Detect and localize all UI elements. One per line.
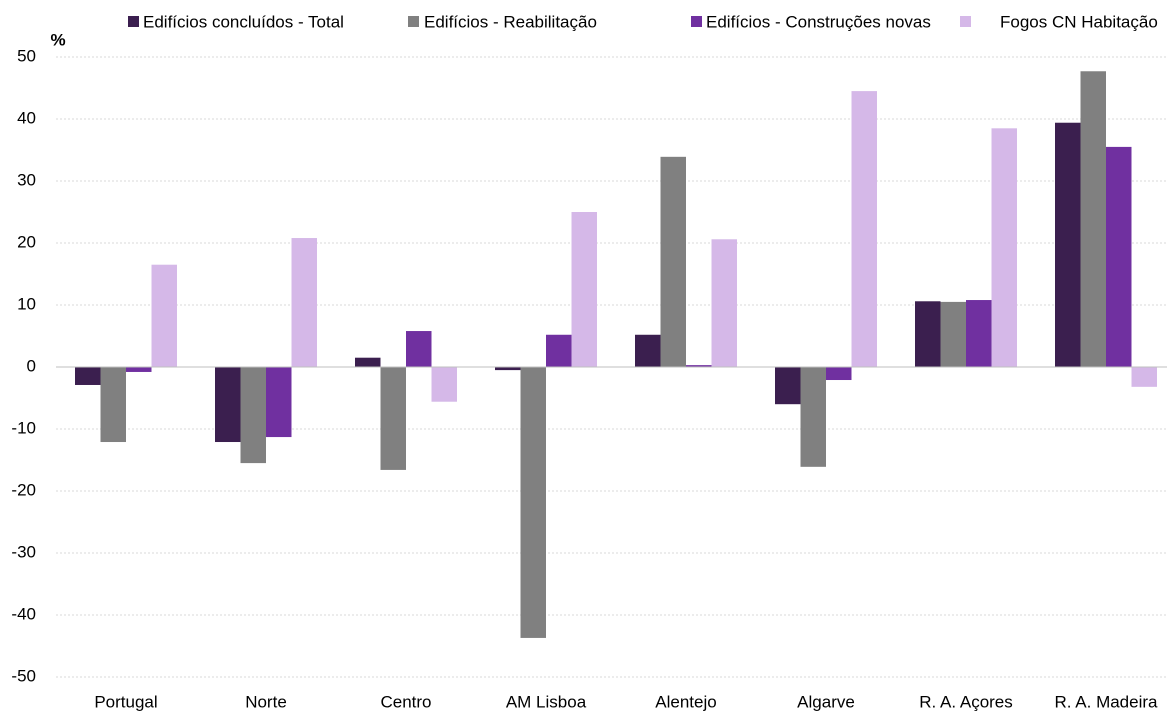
bar [775, 367, 801, 405]
legend-swatch [691, 16, 702, 27]
bar [266, 367, 292, 438]
bar [660, 156, 686, 367]
y-tick-label: 20 [17, 232, 36, 251]
bar [635, 334, 661, 367]
bar [380, 367, 406, 470]
bar [75, 367, 101, 385]
y-tick-label: -30 [11, 542, 36, 561]
x-tick-label: AM Lisboa [506, 692, 587, 711]
x-tick-label: Alentejo [655, 692, 716, 711]
legend-label: Fogos CN Habitação [1000, 12, 1158, 31]
bar [546, 334, 572, 367]
y-tick-label: 10 [17, 294, 36, 313]
bar [966, 300, 992, 367]
y-tick-label: -20 [11, 480, 36, 499]
x-tick-label: R. A. Açores [919, 692, 1013, 711]
y-tick-label: -40 [11, 604, 36, 623]
bar [1106, 146, 1132, 367]
bar [215, 367, 241, 443]
bar [571, 212, 597, 367]
bar [406, 331, 432, 367]
y-tick-label: 50 [17, 46, 36, 65]
bar [291, 238, 317, 367]
bar [100, 367, 126, 443]
legend-label: Edifícios - Construções novas [706, 12, 931, 31]
y-tick-label: 30 [17, 170, 36, 189]
bar [431, 367, 457, 402]
bar [915, 301, 941, 367]
bar [991, 128, 1017, 367]
x-tick-label: R. A. Madeira [1055, 692, 1159, 711]
x-tick-label: Centro [380, 692, 431, 711]
bar [151, 264, 177, 367]
legend-label: Edifícios concluídos - Total [143, 12, 344, 31]
bar [826, 367, 852, 381]
x-tick-label: Algarve [797, 692, 855, 711]
legend-swatch [408, 16, 419, 27]
x-tick-label: Portugal [94, 692, 157, 711]
bar [686, 365, 712, 367]
bar [126, 367, 152, 372]
legend-swatch [960, 16, 971, 27]
x-tick-label: Norte [245, 692, 287, 711]
bar [355, 357, 381, 367]
bar [800, 367, 826, 467]
y-tick-label: 40 [17, 108, 36, 127]
y-tick-label: 0 [27, 356, 36, 375]
bar [711, 239, 737, 367]
y-axis-label: % [50, 30, 65, 49]
bar [1055, 122, 1081, 367]
y-tick-label: -10 [11, 418, 36, 437]
bar [940, 301, 966, 367]
legend-label: Edifícios - Reabilitação [424, 12, 597, 31]
bar [1080, 71, 1106, 367]
bar [495, 367, 521, 371]
legend-swatch [128, 16, 139, 27]
bar [240, 367, 266, 464]
y-tick-label: -50 [11, 666, 36, 685]
bar [520, 367, 546, 638]
bar [851, 91, 877, 367]
bar [1131, 367, 1157, 387]
